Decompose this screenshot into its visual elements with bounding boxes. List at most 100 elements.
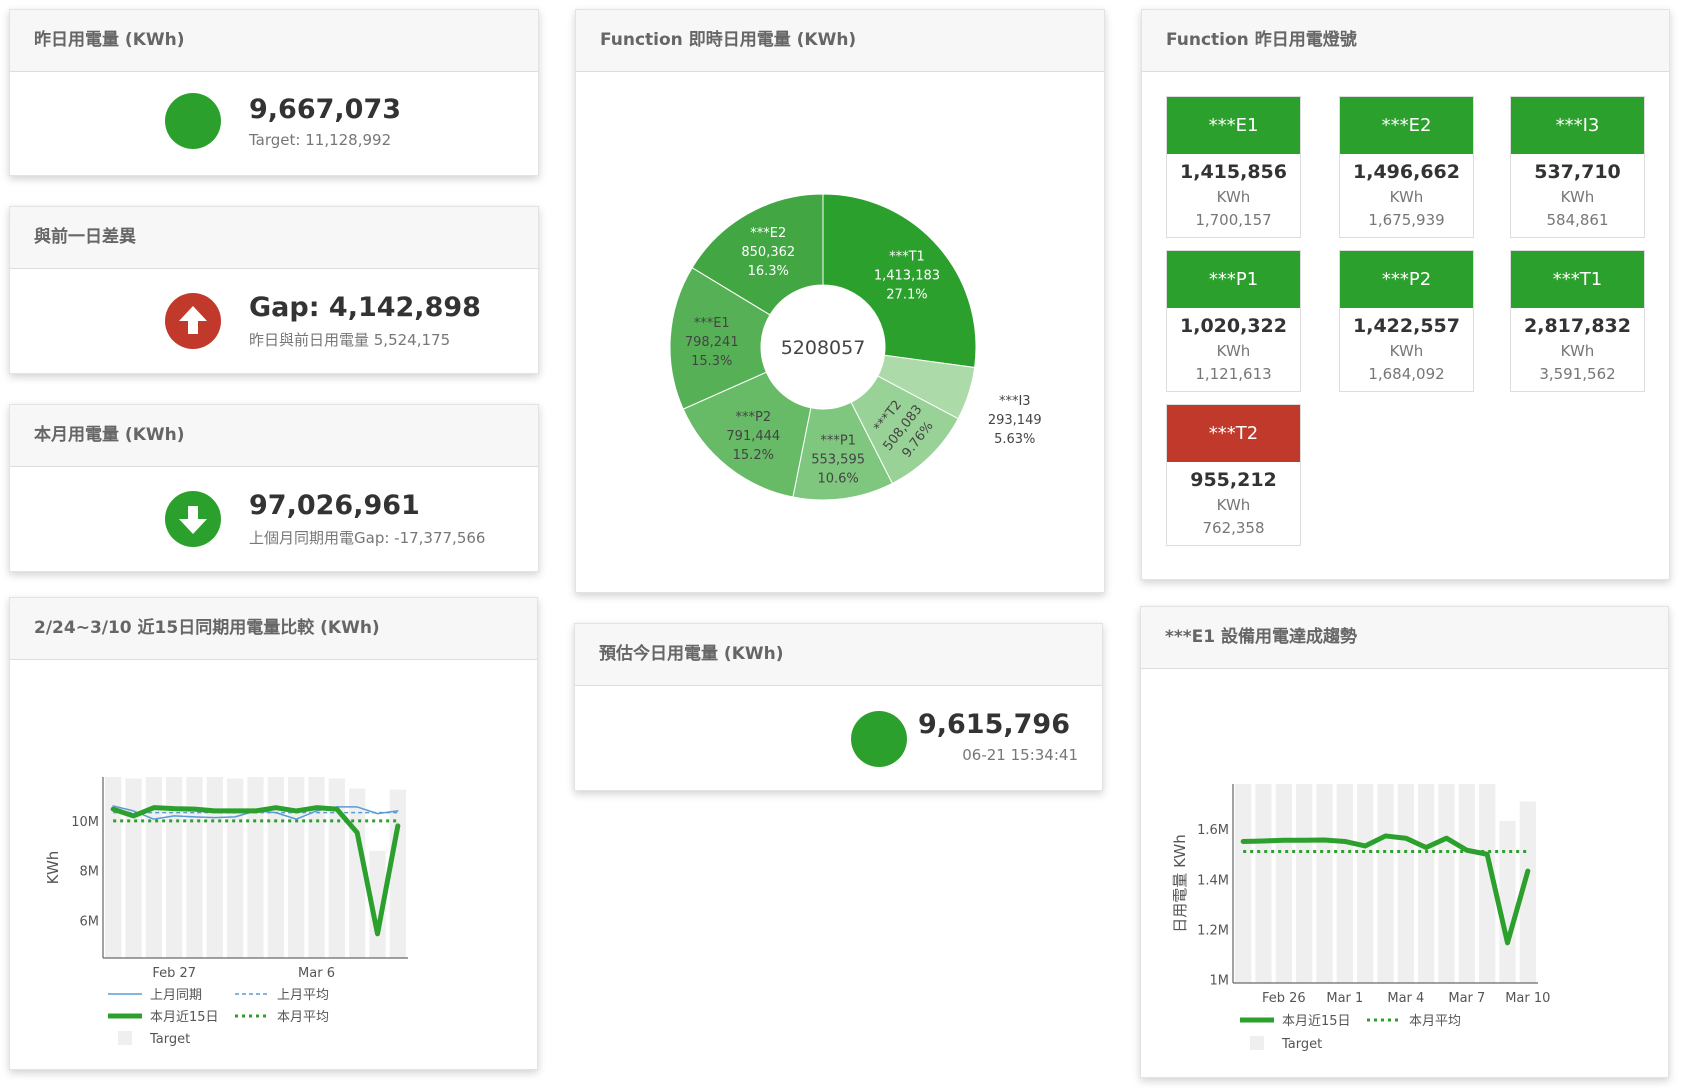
- legend-label: Target: [149, 1032, 190, 1047]
- target-bar: [389, 789, 406, 958]
- x-tick-label: Mar 4: [1387, 991, 1424, 1006]
- pie-label: ***E1 798,241 15.3%: [685, 316, 739, 369]
- y-tick-label: 10M: [71, 815, 99, 830]
- tile-unit: KWh: [1389, 188, 1424, 206]
- target-bar: [227, 778, 244, 958]
- tile-name: ***P1: [1167, 251, 1300, 308]
- target-bar: [1479, 784, 1496, 983]
- pie-label-text: ***P1: [820, 433, 856, 448]
- target-bar: [1316, 784, 1333, 983]
- legend-item: 本月平均: [235, 1010, 329, 1025]
- pie-label-text: ***E2: [750, 226, 786, 241]
- legend-item: 本月近15日: [108, 1010, 219, 1025]
- estimate-card: 預估今日用電量 (KWh) 9,615,796 06-21 15:34:41: [574, 623, 1103, 791]
- signal-tile: ***T2 955,212 KWh 762,358: [1166, 404, 1301, 546]
- target-bar: [267, 777, 284, 958]
- target-bar: [369, 850, 386, 958]
- target-bar: [308, 777, 325, 958]
- target-bar: [1296, 784, 1313, 983]
- green-status-circle-icon: [165, 93, 221, 149]
- pie-label-text: 10.6%: [817, 471, 858, 486]
- target-bar: [1255, 784, 1272, 983]
- target-bar: [1275, 784, 1292, 983]
- target-bar: [1458, 784, 1475, 983]
- legend-item: 本月平均: [1367, 1014, 1461, 1029]
- signal-tile: ***P1 1,020,322 KWh 1,121,613: [1166, 250, 1301, 392]
- x-tick-label: Feb 27: [152, 966, 196, 981]
- tile-name: ***P2: [1340, 251, 1473, 308]
- card-title: 本月用電量 (KWh): [10, 405, 538, 467]
- target-bar: [1377, 784, 1394, 983]
- arrow-up-circle-icon: [165, 293, 221, 349]
- legend-label: 上月平均: [277, 988, 329, 1003]
- pie-label-text: 27.1%: [886, 288, 927, 303]
- green-status-circle-icon: [851, 711, 907, 767]
- target-bar: [1418, 784, 1435, 983]
- pie-label-text: ***I3: [999, 394, 1031, 409]
- tile-unit: KWh: [1560, 342, 1595, 360]
- tile-name: ***I3: [1511, 97, 1644, 154]
- tile-target: 3,591,562: [1539, 365, 1616, 383]
- card-title: Function 昨日用電燈號: [1142, 10, 1669, 72]
- yesterday-value: 9,667,073: [249, 94, 402, 125]
- tile-name: ***T2: [1167, 405, 1300, 462]
- legend-label: 本月平均: [1409, 1014, 1461, 1029]
- legend-item: 本月近15日: [1240, 1014, 1351, 1029]
- legend-label: 上月同期: [150, 988, 202, 1003]
- card-title: 昨日用電量 (KWh): [10, 10, 538, 72]
- diff-card: 與前一日差異 Gap: 4,142,898 昨日與前日用電量 5,524,175: [9, 206, 539, 374]
- pie-label-text: 15.2%: [733, 448, 774, 463]
- pie-label: ***I3 293,149 5.63%: [988, 394, 1042, 447]
- target-bar: [328, 778, 345, 958]
- month-sub: 上個月同期用電Gap: -17,377,566: [249, 529, 486, 547]
- tile-value: 1,415,856: [1180, 161, 1287, 183]
- tile-target: 1,675,939: [1368, 211, 1445, 229]
- pie-label-text: 16.3%: [748, 264, 789, 279]
- pie-label: ***P1 553,595 10.6%: [811, 433, 865, 486]
- pie-slice: [669, 267, 771, 410]
- tile-unit: KWh: [1560, 188, 1595, 206]
- card-title: ***E1 設備用電達成趨勢: [1141, 607, 1668, 669]
- pie-label: ***P2 791,444 15.2%: [726, 410, 780, 463]
- y-tick-label: 1M: [1210, 974, 1230, 989]
- x-tick-label: Feb 26: [1262, 991, 1306, 1006]
- month-value: 97,026,961: [249, 490, 420, 521]
- card-title: 與前一日差異: [10, 207, 538, 269]
- tile-value: 1,422,557: [1353, 315, 1460, 337]
- signal-tile: ***E2 1,496,662 KWh 1,675,939: [1339, 96, 1474, 238]
- yesterday-usage-card: 昨日用電量 (KWh) 9,667,073 Target: 11,128,992: [9, 9, 539, 176]
- function-realtime-card: Function 即時日用電量 (KWh) ***T1 1,413,183 27.1…: [575, 9, 1105, 593]
- tile-value: 1,020,322: [1180, 315, 1287, 337]
- pie-slice: [822, 193, 977, 369]
- pie-label-text: ***T1: [889, 250, 925, 265]
- x-tick-label: Mar 7: [1448, 991, 1485, 1006]
- target-bar: [1438, 784, 1455, 983]
- tile-value: 2,817,832: [1524, 315, 1631, 337]
- pie-center-total: 5208057: [781, 337, 866, 359]
- tile-value: 955,212: [1190, 469, 1277, 491]
- y-tick-label: 6M: [80, 915, 100, 930]
- pie-slice: [691, 193, 824, 316]
- pie-label-text: 850,362: [741, 245, 795, 260]
- x-tick-label: Mar 10: [1505, 991, 1550, 1006]
- legend-swatch: [1250, 1036, 1264, 1050]
- x-tick-label: Mar 1: [1326, 991, 1363, 1006]
- y-axis-title: KWh: [44, 851, 62, 885]
- tile-target: 762,358: [1202, 519, 1265, 537]
- legend-item: 上月同期: [108, 988, 202, 1003]
- legend-item: 上月平均: [235, 988, 329, 1003]
- tile-target: 584,861: [1546, 211, 1609, 229]
- target-bar: [206, 777, 223, 958]
- legend-item-target: Target: [118, 1031, 190, 1047]
- tile-target: 1,121,613: [1195, 365, 1272, 383]
- pie-slice: [682, 371, 812, 498]
- target-bar: [1397, 784, 1414, 983]
- tile-unit: KWh: [1216, 496, 1251, 514]
- target-bar: [1499, 820, 1516, 983]
- signal-tile: ***E1 1,415,856 KWh 1,700,157: [1166, 96, 1301, 238]
- target-bar: [247, 777, 264, 958]
- pie-label-text: 791,444: [726, 429, 780, 444]
- tile-target: 1,700,157: [1195, 211, 1272, 229]
- signal-tile: ***I3 537,710 KWh 584,861: [1510, 96, 1645, 238]
- tile-name: ***T1: [1511, 251, 1644, 308]
